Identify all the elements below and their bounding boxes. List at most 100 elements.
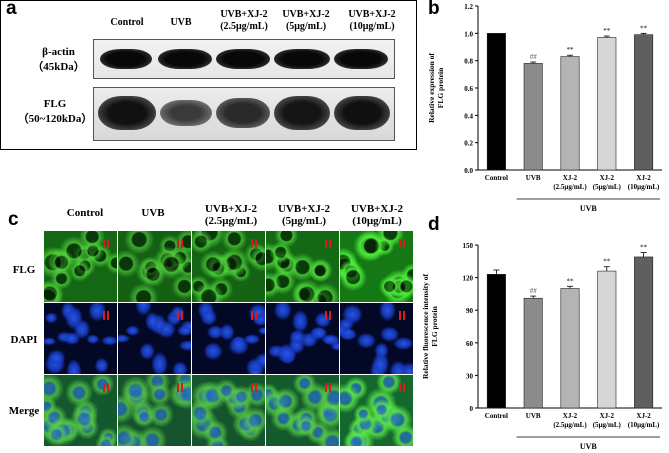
scale-bar-icon [403, 239, 405, 248]
x-tick-label: XJ-2 [563, 412, 578, 420]
actin-blot-strip [93, 39, 395, 79]
lane-header-xj2-5: UVB+XJ-2 (5μg/mL) [282, 9, 330, 32]
y-tick-label: 0 [470, 405, 474, 413]
x-tick-label: XJ-2 [600, 412, 615, 420]
scale-bar-icon [107, 239, 109, 248]
bar [634, 256, 654, 409]
x-tick-label: UVB [526, 412, 541, 420]
scale-bar-icon [177, 311, 179, 320]
micrograph-dapi-3 [192, 303, 265, 374]
significance-mark: ** [603, 258, 611, 266]
panel-b-letter: b [428, 0, 440, 19]
scale-bar-icon [181, 383, 183, 392]
scale-bar-icon [181, 239, 183, 248]
scale-bar-icon [255, 239, 257, 248]
bar [523, 63, 543, 171]
significance-mark: ** [603, 27, 611, 35]
bar [486, 274, 506, 409]
micrograph-flg-2 [118, 231, 191, 302]
x-tick-label: (2.5μg/mL) [553, 421, 587, 429]
lane-header-control: Control [110, 17, 144, 28]
scale-bar-icon [329, 239, 331, 248]
y-tick-label: 60 [466, 340, 474, 348]
x-tick-label: (2.5μg/mL) [553, 183, 587, 191]
scale-bar-icon [107, 311, 109, 320]
y-tick-label: 0.8 [464, 58, 473, 66]
image-col-header-xj2-5: UVB+XJ-2 (5μg/mL) [277, 203, 331, 227]
bar [597, 37, 617, 171]
bar [486, 33, 506, 171]
y-tick-label: 0.0 [464, 167, 473, 175]
bar [560, 56, 580, 171]
y-tick-label: 0.6 [464, 85, 473, 93]
micrograph-dapi-1 [44, 303, 117, 374]
x-tick-label: Control [485, 174, 508, 182]
image-col-header-uvb: UVB [141, 207, 165, 219]
significance-mark: ** [640, 24, 648, 32]
y-tick-label: 0.4 [464, 112, 473, 120]
flg-blot-strip [93, 87, 395, 141]
scale-bar-icon [177, 239, 179, 248]
image-col-header-xj2-10: UVB+XJ-2 (10μg/mL) [350, 203, 404, 227]
scale-bar-icon [325, 239, 327, 248]
scale-bar-icon [103, 239, 105, 248]
x-tick-label: (5μg/mL) [593, 421, 622, 429]
group-label: UVB [580, 442, 598, 451]
micrograph-flg-1 [44, 231, 117, 302]
scale-bar-icon [403, 383, 405, 392]
image-row-label-merge: Merge [8, 405, 40, 417]
micrograph-merge-1 [44, 375, 117, 446]
x-tick-label: (10μg/mL) [628, 421, 660, 429]
micrograph-flg-5 [340, 231, 413, 302]
scale-bar-icon [403, 311, 405, 320]
panel-d-letter: d [428, 214, 440, 235]
panel-a: a Control UVB UVB+XJ-2 (2.5μg/mL) UVB+XJ-… [0, 0, 417, 150]
micrograph-merge-3 [192, 375, 265, 446]
image-row-label-dapi: DAPI [10, 334, 38, 346]
x-tick-label: XJ-2 [636, 412, 651, 420]
bar [597, 270, 617, 409]
micrograph-merge-5 [340, 375, 413, 446]
lane-header-xj2-2.5: UVB+XJ-2 (2.5μg/mL) [220, 9, 268, 32]
micrograph-merge-4 [266, 375, 339, 446]
scale-bar-icon [177, 383, 179, 392]
y-tick-label: 150 [463, 242, 474, 250]
image-col-header-xj2-2.5: UVB+XJ-2 (2.5μg/mL) [204, 203, 258, 227]
chart-d: 0 30 60 90 120 150 Relative fluorescence inten… [421, 242, 662, 451]
lane-header-xj2-10: UVB+XJ-2 (10μg/mL) [348, 9, 396, 32]
micrograph-flg-3 [192, 231, 265, 302]
scale-bar-icon [399, 383, 401, 392]
scale-bar-icon [329, 383, 331, 392]
scale-bar-icon [399, 311, 401, 320]
x-tick-label: Control [485, 412, 508, 420]
blot-label-flg: FLG （50~120kDa） [17, 98, 93, 125]
micrograph-merge-2 [118, 375, 191, 446]
micrograph-dapi-2 [118, 303, 191, 374]
chart-b: 0.0 0.2 0.4 0.6 0.8 1.0 1.2 Relative expression… [427, 3, 662, 213]
y-axis-label: FLG protein [430, 305, 439, 346]
y-tick-label: 90 [466, 307, 474, 315]
micrograph-flg-4 [266, 231, 339, 302]
x-tick-label: XJ-2 [600, 174, 615, 182]
y-tick-label: 0.2 [464, 140, 473, 148]
scale-bar-icon [251, 239, 253, 248]
blot-label-actin: β-actin （45kDa） [32, 46, 85, 73]
bar [523, 297, 543, 409]
significance-mark: ** [567, 46, 575, 54]
y-tick-label: 120 [463, 275, 474, 283]
scale-bar-icon [251, 383, 253, 392]
scale-bar-icon [325, 311, 327, 320]
x-tick-label: UVB [526, 174, 541, 182]
x-tick-label: (10μg/mL) [628, 183, 660, 191]
y-axis-label: FLG protein [436, 67, 445, 108]
y-axis-label: Relative fluorescence intensity of [421, 273, 430, 379]
y-tick-label: 30 [466, 372, 474, 380]
y-tick-label: 1.0 [464, 30, 473, 38]
y-axis-label: Relative expression of [427, 53, 436, 123]
significance-mark: ## [530, 287, 538, 295]
scale-bar-icon [181, 311, 183, 320]
scale-bar-icon [399, 239, 401, 248]
micrograph-grid [44, 231, 416, 447]
scale-bar-icon [251, 311, 253, 320]
bar [560, 288, 580, 409]
